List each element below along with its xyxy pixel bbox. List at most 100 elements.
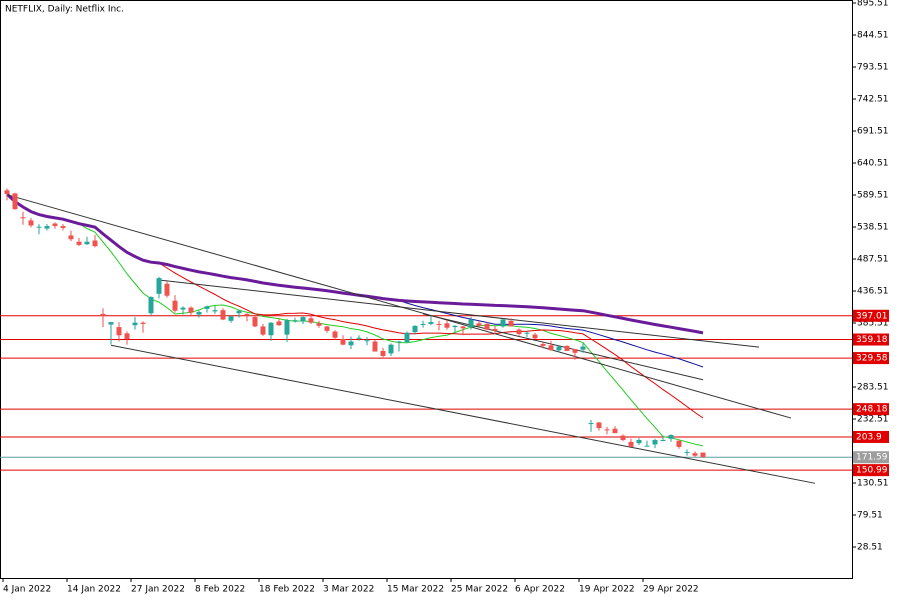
candle-body	[444, 323, 450, 328]
candle-body	[308, 318, 314, 323]
candle-body	[676, 440, 682, 447]
x-tick-label: 6 Apr 2022	[515, 585, 565, 595]
candle-body	[180, 307, 186, 310]
y-tick-label: 487.51	[857, 254, 889, 264]
level-label: 248.18	[856, 405, 888, 415]
candle-body	[556, 346, 562, 351]
candle-body	[268, 322, 274, 336]
candle-body	[596, 422, 602, 429]
candle-body	[348, 341, 354, 346]
candle-body	[484, 323, 490, 330]
candle-body	[628, 441, 634, 447]
level-label-box	[853, 464, 889, 477]
y-tick-label: 385.51	[857, 318, 889, 328]
candle-body	[532, 334, 538, 339]
candle-body	[244, 313, 250, 316]
y-tick-label: 28.51	[857, 542, 883, 552]
candle-body	[612, 428, 618, 434]
candle-body	[300, 317, 306, 322]
trend-line	[158, 279, 760, 348]
candle-body	[668, 435, 674, 439]
candle-body	[332, 331, 338, 338]
candle-body	[604, 429, 610, 431]
candle-body	[324, 326, 330, 331]
candle-body	[524, 332, 530, 334]
candle-body	[380, 350, 386, 356]
candle-body	[276, 321, 282, 326]
candle-body	[164, 283, 170, 296]
candle-body	[316, 323, 322, 326]
candle-body	[188, 307, 194, 313]
candle-body	[132, 322, 138, 326]
candle-body	[700, 452, 706, 457]
candle-body	[460, 326, 466, 329]
level-label: 359.18	[856, 335, 888, 345]
candle-body	[68, 235, 74, 240]
candle-body	[60, 226, 66, 228]
moving-average	[6, 193, 704, 447]
candle-body	[220, 310, 226, 320]
candle-body	[356, 337, 362, 339]
chart-title: NETFLIX, Daily: Netflix Inc.	[5, 5, 124, 15]
candle-body	[76, 241, 82, 245]
candle-body	[652, 440, 658, 445]
candle-body	[396, 341, 402, 343]
candle-body	[564, 345, 570, 351]
candle-body	[692, 453, 698, 456]
candle-body	[540, 344, 546, 346]
candle-body	[548, 345, 554, 351]
candle-body	[292, 320, 298, 322]
level-label-box	[853, 430, 889, 443]
candle-body	[636, 440, 642, 444]
y-tick-label: 79.51	[857, 510, 883, 520]
candle-body	[404, 332, 410, 343]
candle-body	[260, 326, 266, 335]
candle-body	[204, 306, 210, 309]
trend-line	[110, 344, 816, 484]
candle-body	[372, 341, 378, 352]
candle-body	[620, 435, 626, 441]
candle-body	[196, 312, 202, 315]
y-tick-label: 130.51	[857, 478, 889, 488]
candle-body	[644, 445, 650, 447]
level-label-box	[853, 352, 889, 365]
y-tick-label: 691.51	[857, 126, 889, 136]
level-label: 397.01	[856, 311, 888, 321]
candle-body	[28, 220, 34, 226]
y-tick-label: 793.51	[857, 62, 889, 72]
candle-body	[236, 310, 242, 314]
candle-body	[588, 423, 594, 425]
x-tick-label: 8 Feb 2022	[195, 585, 245, 595]
level-label: 203.9	[856, 432, 882, 442]
candle-body	[420, 323, 426, 325]
x-tick-label: 25 Mar 2022	[451, 585, 508, 595]
candle-body	[500, 319, 506, 327]
y-tick-label: 538.51	[857, 222, 889, 232]
candle-body	[84, 241, 90, 245]
candle-body	[92, 240, 98, 247]
candle-body	[100, 313, 106, 316]
y-tick-label: 436.51	[857, 286, 889, 296]
candle-body	[108, 322, 114, 325]
candle-body	[388, 344, 394, 354]
x-tick-label: 3 Mar 2022	[323, 585, 374, 595]
moving-average	[5, 193, 704, 335]
candle-body	[580, 346, 586, 350]
candle-body	[124, 333, 130, 340]
x-tick-label: 29 Apr 2022	[643, 585, 699, 595]
candle-body	[468, 319, 474, 328]
candle-body	[156, 278, 162, 294]
level-label-box	[853, 403, 889, 416]
level-label: 329.58	[856, 354, 888, 364]
candle-body	[436, 323, 442, 325]
candle-body	[572, 349, 578, 353]
x-tick-label: 19 Apr 2022	[579, 585, 635, 595]
candle-body	[12, 193, 18, 210]
level-label: 150.99	[856, 466, 888, 476]
candle-body	[52, 223, 58, 227]
candle-body	[412, 325, 418, 333]
candle-body	[364, 340, 370, 342]
candle-body	[428, 322, 434, 324]
